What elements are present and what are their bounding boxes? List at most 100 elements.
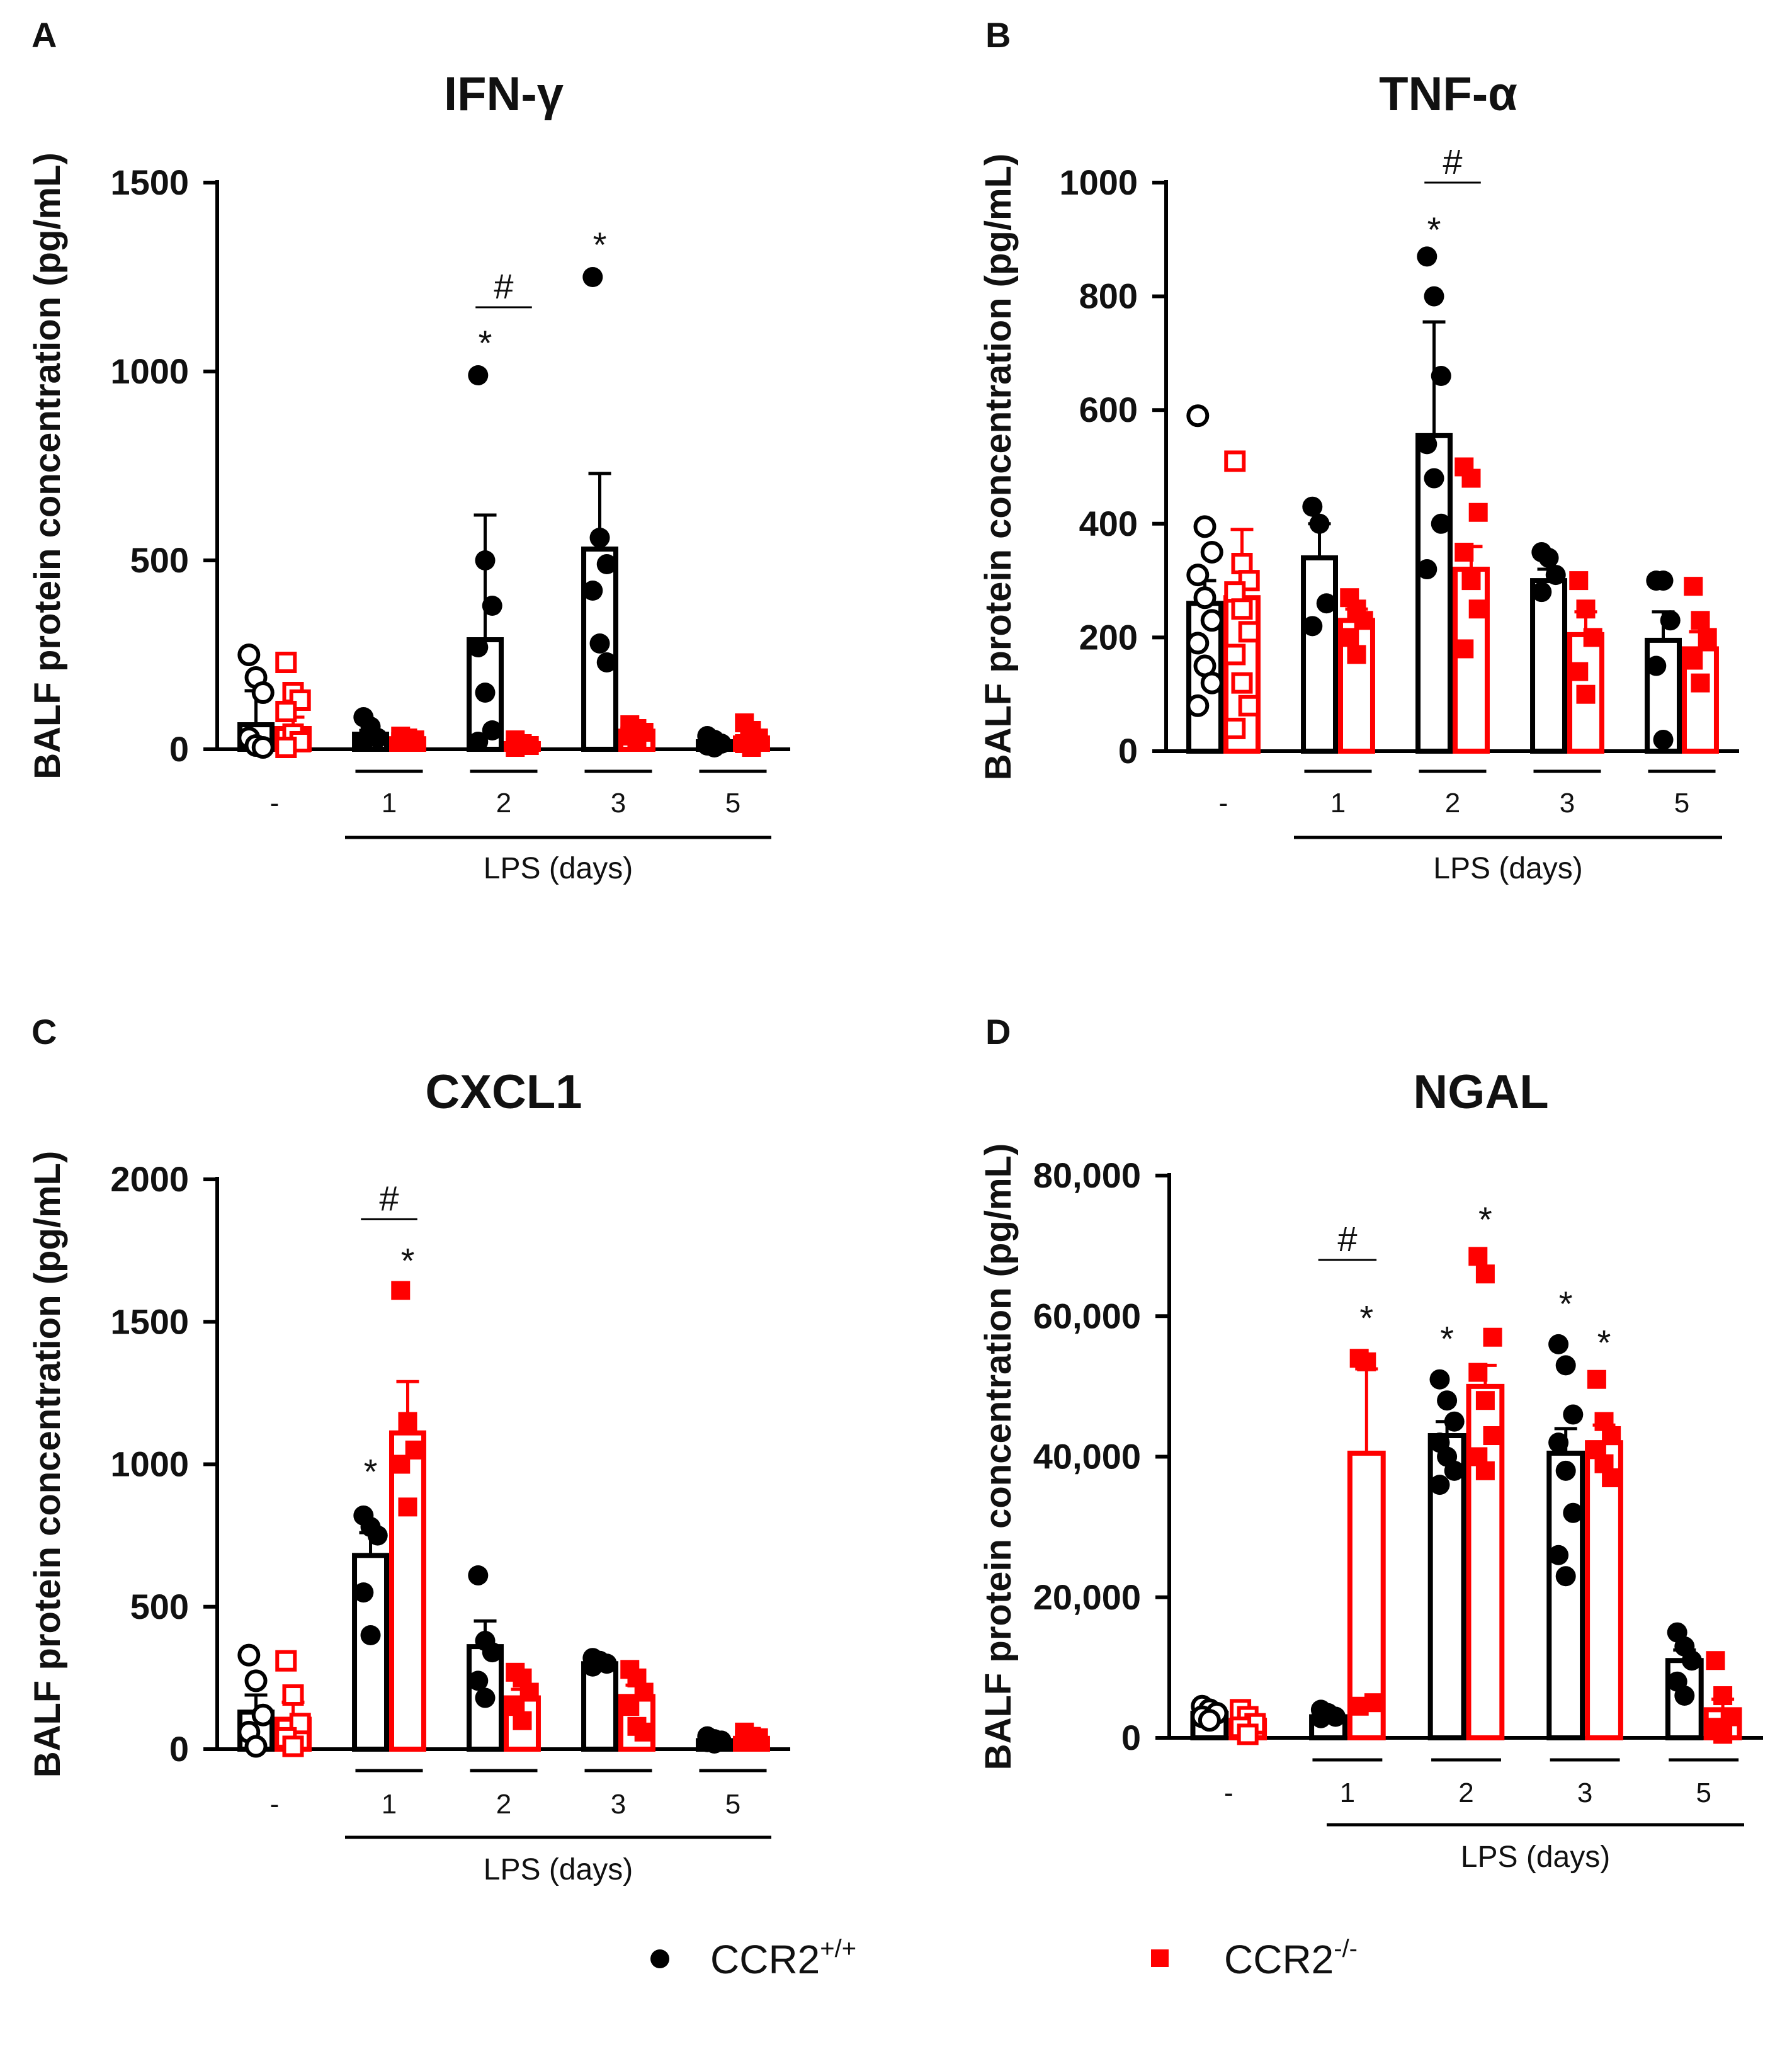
hash-marker: # — [1443, 142, 1462, 181]
panel-letter: A — [31, 15, 57, 55]
data-point — [1224, 450, 1246, 472]
data-point — [398, 1412, 417, 1431]
y-tick-label: 0 — [1118, 731, 1138, 771]
legend-ko-label: CCR2-/- — [1224, 1935, 1358, 1982]
x-tick-label: 1 — [1330, 788, 1346, 819]
x-tick-label: 2 — [496, 1789, 511, 1820]
y-tick-label: 60,000 — [1033, 1296, 1141, 1335]
y-tick-label: 1000 — [1059, 162, 1138, 202]
x-tick-label: 2 — [496, 788, 511, 819]
y-tick-label: 800 — [1079, 276, 1138, 316]
data-point — [391, 1281, 411, 1300]
data-point — [1302, 496, 1323, 517]
data-point — [353, 1582, 374, 1603]
x-tick-label: - — [1219, 788, 1228, 819]
data-point — [1674, 1686, 1695, 1706]
data-point — [1660, 610, 1681, 631]
asterisk-marker: * — [1440, 1319, 1454, 1359]
data-point — [1325, 1706, 1346, 1727]
data-point — [1186, 564, 1210, 587]
data-point — [237, 644, 261, 666]
bar — [1347, 1450, 1386, 1740]
data-point — [1545, 565, 1566, 586]
data-point — [237, 1643, 261, 1667]
legend-wt-label: CCR2+/+ — [710, 1935, 856, 1982]
data-point — [1563, 1404, 1584, 1425]
data-point — [1461, 571, 1481, 591]
x-axis-label: LPS (days) — [484, 1853, 633, 1886]
panel-letter: B — [985, 15, 1011, 55]
data-point — [1429, 1369, 1450, 1390]
data-point — [475, 683, 496, 703]
data-point — [627, 730, 647, 749]
data-point — [582, 581, 603, 601]
data-point — [1653, 570, 1674, 591]
bar — [1530, 578, 1568, 754]
data-point — [1576, 599, 1596, 619]
y-axis-label: BALF protein concentration (pg/mL) — [27, 1151, 68, 1778]
x-tick-label: 5 — [1696, 1778, 1711, 1808]
asterisk-marker: * — [1597, 1322, 1611, 1362]
data-point — [1302, 616, 1323, 637]
data-point — [1455, 542, 1474, 562]
panel-c-cxcl1: C CXCL1 BALF protein concentration (pg/mL)… — [27, 1012, 790, 1886]
data-point — [1569, 571, 1589, 591]
y-tick-label: 0 — [169, 1729, 189, 1769]
y-tick-label: 0 — [169, 729, 189, 769]
data-point — [1444, 1411, 1465, 1432]
data-point — [1691, 673, 1710, 693]
data-point — [398, 1497, 417, 1517]
data-point — [596, 554, 617, 574]
data-point — [275, 701, 297, 722]
bar — [389, 1430, 426, 1752]
asterisk-marker: * — [1478, 1199, 1492, 1239]
data-point — [251, 681, 275, 704]
y-tick-label: 1000 — [110, 1444, 189, 1484]
data-point — [1309, 513, 1330, 534]
data-point — [1200, 671, 1223, 695]
data-point — [1444, 1460, 1465, 1481]
y-tick-label: 40,000 — [1033, 1437, 1141, 1477]
data-point — [1224, 581, 1246, 603]
data-point — [589, 528, 610, 548]
asterisk-marker: * — [479, 323, 492, 363]
data-point — [1238, 695, 1260, 717]
asterisk-marker: * — [593, 225, 607, 264]
data-point — [1483, 1327, 1502, 1347]
data-point — [1224, 644, 1246, 666]
x-axis-label: LPS (days) — [1433, 852, 1582, 885]
data-point — [1681, 1650, 1702, 1671]
data-point — [1555, 1355, 1576, 1376]
y-tick-label: 1500 — [110, 1301, 189, 1341]
data-point — [1531, 582, 1552, 603]
data-point — [1563, 1502, 1584, 1523]
asterisk-marker: * — [1359, 1298, 1373, 1337]
data-point — [482, 720, 502, 740]
data-point — [1555, 1566, 1576, 1587]
data-point — [1475, 1391, 1495, 1410]
data-point — [634, 1722, 654, 1742]
data-point — [1706, 1651, 1725, 1670]
data-point — [275, 1650, 297, 1672]
data-point — [1555, 1460, 1576, 1481]
panel-letter: C — [31, 1012, 57, 1052]
data-point — [1548, 1432, 1569, 1453]
chart-title: IFN-γ — [444, 67, 564, 121]
data-point — [367, 1525, 388, 1546]
asterisk-marker: * — [1427, 210, 1441, 249]
data-point — [1193, 586, 1216, 610]
data-point — [282, 1684, 304, 1706]
chart-title: CXCL1 — [425, 1065, 582, 1119]
data-point — [620, 1697, 640, 1716]
data-point — [1468, 502, 1488, 522]
data-point — [513, 1711, 532, 1730]
y-tick-label: 500 — [130, 540, 189, 580]
data-point — [360, 1625, 381, 1645]
data-point — [1576, 684, 1596, 704]
hash-marker: # — [1337, 1219, 1357, 1259]
y-tick-label: 400 — [1079, 504, 1138, 543]
data-point — [1713, 1686, 1733, 1706]
y-tick-label: 600 — [1079, 390, 1138, 429]
data-point — [1200, 540, 1223, 564]
